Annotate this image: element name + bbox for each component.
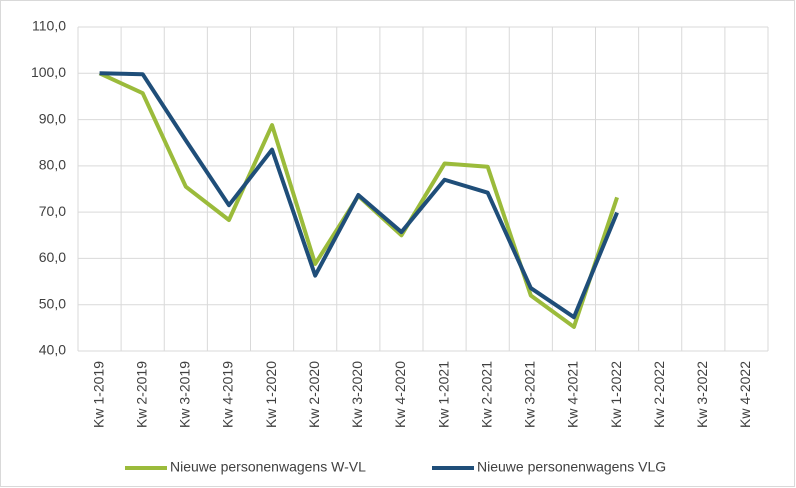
x-tick-label: Kw 2-2021: [478, 361, 494, 428]
x-tick-label: Kw 4-2021: [565, 361, 581, 428]
x-tick-label: Kw 1-2021: [435, 361, 451, 428]
x-tick-label: Kw 3-2019: [177, 361, 193, 428]
x-tick-label: Kw 1-2022: [608, 361, 624, 428]
x-tick-label: Kw 2-2022: [651, 361, 667, 428]
y-tick-label: 100,0: [31, 64, 66, 80]
x-tick-label: Kw 4-2020: [392, 361, 408, 428]
y-tick-label: 70,0: [39, 203, 66, 219]
legend-label: Nieuwe personenwagens W-VL: [170, 459, 366, 475]
y-tick-label: 90,0: [39, 110, 66, 126]
x-tick-label: Kw 3-2022: [694, 361, 710, 428]
series-line: [99, 71, 619, 320]
x-tick-label: Kw 1-2019: [90, 361, 106, 428]
x-tick-label: Kw 3-2021: [522, 361, 538, 428]
y-tick-label: 50,0: [39, 295, 66, 311]
y-tick-label: 40,0: [39, 342, 66, 358]
y-tick-label: 60,0: [39, 249, 66, 265]
x-tick-label: Kw 2-2020: [306, 361, 322, 428]
x-tick-label: Kw 4-2022: [737, 361, 753, 428]
legend-label: Nieuwe personenwagens VLG: [477, 459, 666, 475]
x-tick-label: Kw 4-2019: [220, 361, 236, 428]
y-tick-label: 80,0: [39, 157, 66, 173]
x-tick-label: Kw 3-2020: [349, 361, 365, 428]
y-tick-label: 110,0: [32, 18, 66, 34]
x-tick-label: Kw 1-2020: [263, 361, 279, 428]
x-tick-label: Kw 2-2019: [133, 361, 149, 428]
